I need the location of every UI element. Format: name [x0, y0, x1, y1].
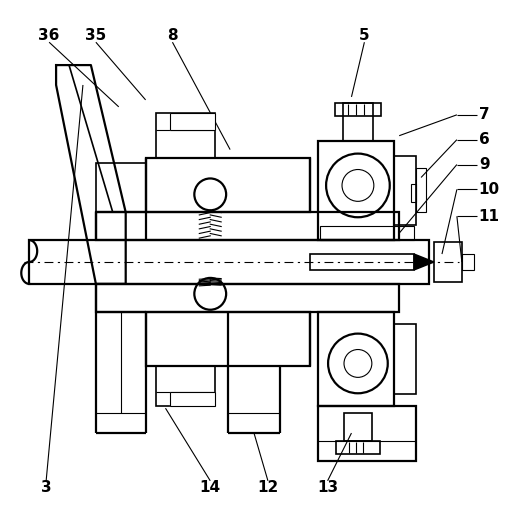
Bar: [96, 284, 399, 312]
Text: 11: 11: [479, 209, 500, 224]
Bar: [335, 103, 381, 116]
Bar: [344, 413, 372, 441]
Bar: [336, 441, 380, 454]
Bar: [171, 392, 215, 406]
Text: 36: 36: [39, 28, 60, 43]
Text: 8: 8: [167, 28, 178, 43]
Bar: [434, 242, 462, 282]
Bar: [155, 113, 215, 158]
Bar: [462, 254, 474, 270]
Bar: [171, 113, 215, 130]
Bar: [310, 254, 414, 270]
Bar: [96, 162, 146, 212]
Text: 10: 10: [479, 182, 500, 197]
Bar: [318, 140, 394, 240]
Text: 12: 12: [257, 481, 278, 495]
Bar: [394, 156, 416, 225]
Text: 6: 6: [479, 132, 490, 147]
Bar: [394, 324, 416, 394]
Text: 5: 5: [359, 28, 370, 43]
Bar: [320, 226, 414, 240]
Bar: [318, 406, 416, 461]
Text: 35: 35: [85, 28, 107, 43]
Bar: [343, 103, 373, 140]
Bar: [146, 158, 310, 212]
Text: 9: 9: [479, 157, 489, 172]
Polygon shape: [414, 254, 434, 270]
Circle shape: [344, 350, 372, 377]
Bar: [146, 312, 310, 366]
Text: 7: 7: [479, 107, 489, 122]
Text: 13: 13: [317, 481, 338, 495]
Bar: [29, 240, 429, 284]
Bar: [171, 392, 215, 406]
Circle shape: [342, 169, 374, 201]
Bar: [411, 184, 416, 202]
Text: 14: 14: [200, 481, 221, 495]
Bar: [171, 113, 215, 130]
Bar: [96, 212, 399, 240]
Bar: [318, 312, 394, 406]
Text: 3: 3: [41, 481, 51, 495]
Bar: [416, 168, 426, 212]
Bar: [155, 366, 215, 406]
